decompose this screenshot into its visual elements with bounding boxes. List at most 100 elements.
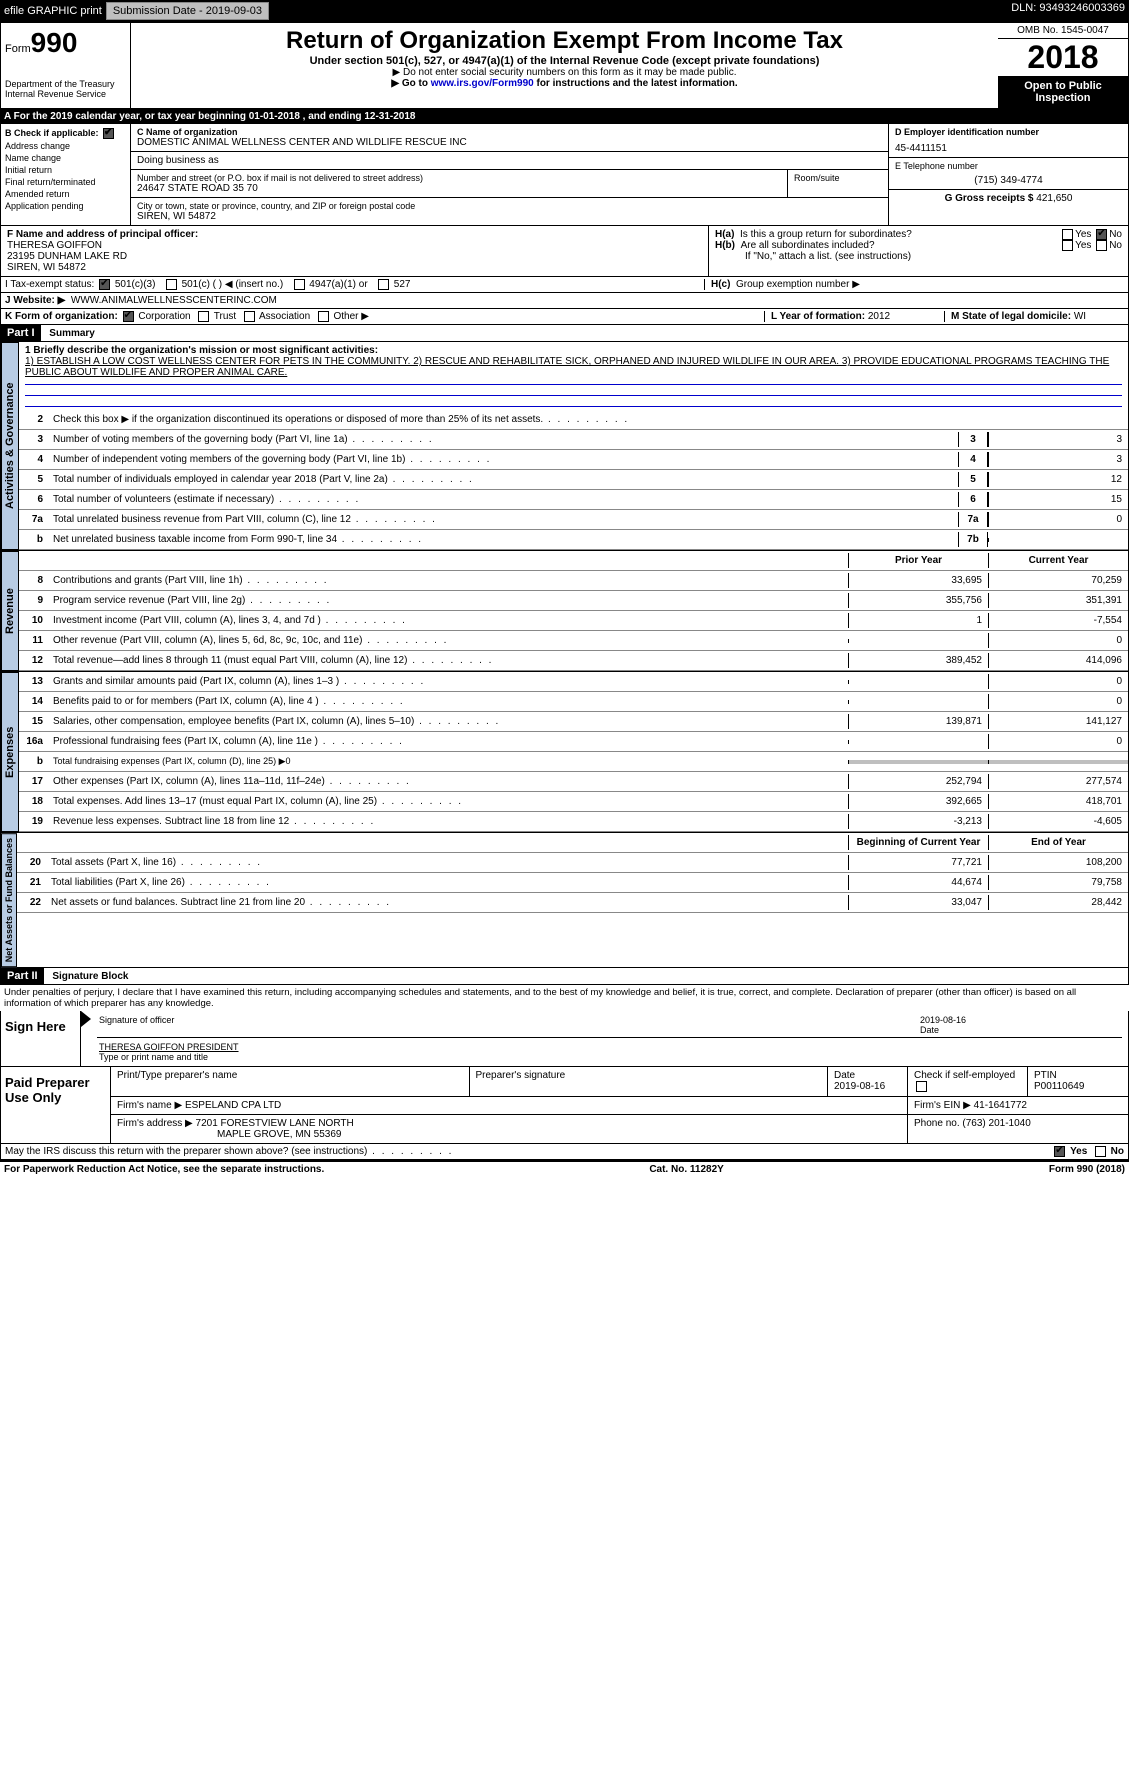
self-employed-check[interactable]: Check if self-employed [908, 1067, 1028, 1095]
officer-typed-name: THERESA GOIFFON PRESIDENT [99, 1042, 239, 1052]
part1-hdr: Part I [1, 325, 41, 341]
line1-label: 1 Briefly describe the organization's mi… [25, 345, 1122, 356]
street-address: 24647 STATE ROAD 35 70 [137, 183, 781, 194]
cb-initial-return[interactable]: Initial return [5, 165, 126, 175]
form-number: Form990 [5, 27, 126, 59]
data-line: 18Total expenses. Add lines 13–17 (must … [19, 792, 1128, 812]
cb-amended[interactable]: Amended return [5, 189, 126, 199]
officer-addr2: SIREN, WI 54872 [7, 262, 702, 273]
part2-hdr: Part II [1, 968, 44, 984]
part2-title: Signature Block [46, 969, 134, 984]
check-if-applicable: B Check if applicable: Address change Na… [1, 124, 131, 225]
city-state-zip: SIREN, WI 54872 [137, 211, 882, 222]
data-line: 8Contributions and grants (Part VIII, li… [19, 571, 1128, 591]
form-subtitle: Under section 501(c), 527, or 4947(a)(1)… [135, 55, 994, 67]
cb-corp[interactable] [123, 311, 134, 322]
arrow-icon [81, 1011, 91, 1027]
org-name: DOMESTIC ANIMAL WELLNESS CENTER AND WILD… [137, 137, 882, 148]
cb-trust[interactable] [198, 311, 209, 322]
hb-yesno[interactable]: Yes No [1060, 240, 1122, 251]
efile-label: efile GRAPHIC print [4, 5, 102, 17]
col-prior: Prior Year [848, 553, 988, 568]
dln: DLN: 93493246003369 [1011, 2, 1125, 20]
tax-year: 2018 [998, 39, 1128, 76]
gov-line: 5Total number of individuals employed in… [19, 470, 1128, 490]
org-info-block: B Check if applicable: Address change Na… [0, 124, 1129, 226]
org-name-label: C Name of organization [137, 127, 882, 137]
discuss-yesno[interactable]: Yes No [1052, 1146, 1124, 1157]
form-header: Form990 Department of the Treasury Inter… [0, 22, 1129, 109]
cb-name-change[interactable]: Name change [5, 153, 126, 163]
data-line: 16aProfessional fundraising fees (Part I… [19, 732, 1128, 752]
paid-preparer-block: Paid Preparer Use Only Print/Type prepar… [0, 1067, 1129, 1143]
city-label: City or town, state or province, country… [137, 201, 882, 211]
tab-governance: Activities & Governance [1, 342, 19, 550]
name-title-label: Type or print name and title [99, 1052, 239, 1062]
gross-receipts-label: G Gross receipts $ [945, 193, 1034, 204]
website-row: J Website: ▶ WWW.ANIMALWELLNESSCENTERINC… [0, 293, 1129, 309]
dba: Doing business as [131, 152, 888, 170]
firm-addr1: 7201 FORESTVIEW LANE NORTH [196, 1118, 354, 1129]
sign-here-label: Sign Here [1, 1011, 81, 1066]
cb-527[interactable] [378, 279, 389, 290]
gov-line: 6Total number of volunteers (estimate if… [19, 490, 1128, 510]
data-line: 20Total assets (Part X, line 16)77,72110… [17, 853, 1128, 873]
submission-date-btn[interactable]: Submission Date - 2019-09-03 [106, 2, 269, 20]
cb-address-change[interactable]: Address change [5, 141, 126, 151]
data-line: 12Total revenue—add lines 8 through 11 (… [19, 651, 1128, 671]
data-line: bTotal fundraising expenses (Part IX, co… [19, 752, 1128, 772]
data-line: 9Program service revenue (Part VIII, lin… [19, 591, 1128, 611]
col-eoy: End of Year [988, 835, 1128, 850]
cb-assoc[interactable] [244, 311, 255, 322]
officer-addr1: 23195 DUNHAM LAKE RD [7, 251, 702, 262]
irs-label: Internal Revenue Service [5, 89, 126, 99]
sign-here-block: Sign Here Signature of officer 2019-08-1… [0, 1011, 1129, 1067]
gov-line: 3Number of voting members of the governi… [19, 430, 1128, 450]
room-suite: Room/suite [788, 170, 888, 197]
data-line: 13Grants and similar amounts paid (Part … [19, 672, 1128, 692]
paid-preparer-label: Paid Preparer Use Only [1, 1067, 111, 1142]
tab-expenses: Expenses [1, 672, 19, 832]
tab-netassets: Net Assets or Fund Balances [1, 833, 17, 967]
gov-line: bNet unrelated business taxable income f… [19, 530, 1128, 550]
officer-label: F Name and address of principal officer: [7, 229, 702, 240]
data-line: 14Benefits paid to or for members (Part … [19, 692, 1128, 712]
cb-final-return[interactable]: Final return/terminated [5, 177, 126, 187]
calendar-year-row: A For the 2019 calendar year, or tax yea… [0, 109, 1129, 124]
ein-value: 45-4411151 [895, 143, 1122, 154]
cb-pending[interactable]: Application pending [5, 201, 126, 211]
discuss-row: May the IRS discuss this return with the… [0, 1144, 1129, 1160]
mission-text: 1) ESTABLISH A LOW COST WELLNESS CENTER … [25, 356, 1122, 378]
open-public: Open to Public Inspection [998, 76, 1128, 108]
data-line: 21Total liabilities (Part X, line 26)44,… [17, 873, 1128, 893]
data-line: 11Other revenue (Part VIII, column (A), … [19, 631, 1128, 651]
gov-line: 2Check this box ▶ if the organization di… [19, 410, 1128, 430]
preparer-name-col: Print/Type preparer's name [111, 1067, 470, 1095]
firm-phone: (763) 201-1040 [962, 1118, 1030, 1129]
website-value: WWW.ANIMALWELLNESSCENTERINC.COM [71, 295, 277, 306]
cb-other[interactable] [318, 311, 329, 322]
footer-mid: Cat. No. 11282Y [649, 1164, 723, 1175]
data-line: 15Salaries, other compensation, employee… [19, 712, 1128, 732]
officer-group-block: F Name and address of principal officer:… [0, 226, 1129, 277]
applicable-master-checkbox[interactable] [103, 128, 114, 139]
firm-name: ESPELAND CPA LTD [185, 1100, 281, 1111]
omb-number: OMB No. 1545-0047 [998, 23, 1128, 39]
dept-treasury: Department of the Treasury [5, 79, 126, 89]
ptin-value: P00110649 [1034, 1081, 1084, 1092]
efile-topbar: efile GRAPHIC print Submission Date - 20… [0, 0, 1129, 22]
cb-501c[interactable] [166, 279, 177, 290]
irs-link[interactable]: www.irs.gov/Form990 [431, 78, 534, 89]
data-line: 19Revenue less expenses. Subtract line 1… [19, 812, 1128, 832]
gov-line: 7aTotal unrelated business revenue from … [19, 510, 1128, 530]
officer-name: THERESA GOIFFON [7, 240, 702, 251]
goto-note: ▶ Go to www.irs.gov/Form990 for instruct… [135, 78, 994, 89]
street-label: Number and street (or P.O. box if mail i… [137, 173, 781, 183]
cb-501c3[interactable] [99, 279, 110, 290]
ha-yesno[interactable]: Yes No [1060, 229, 1122, 240]
page-footer: For Paperwork Reduction Act Notice, see … [0, 1162, 1129, 1177]
ssn-note: ▶ Do not enter social security numbers o… [135, 67, 994, 78]
firm-ein: 41-1641772 [974, 1100, 1027, 1111]
cb-4947[interactable] [294, 279, 305, 290]
ein-label: D Employer identification number [895, 127, 1122, 137]
